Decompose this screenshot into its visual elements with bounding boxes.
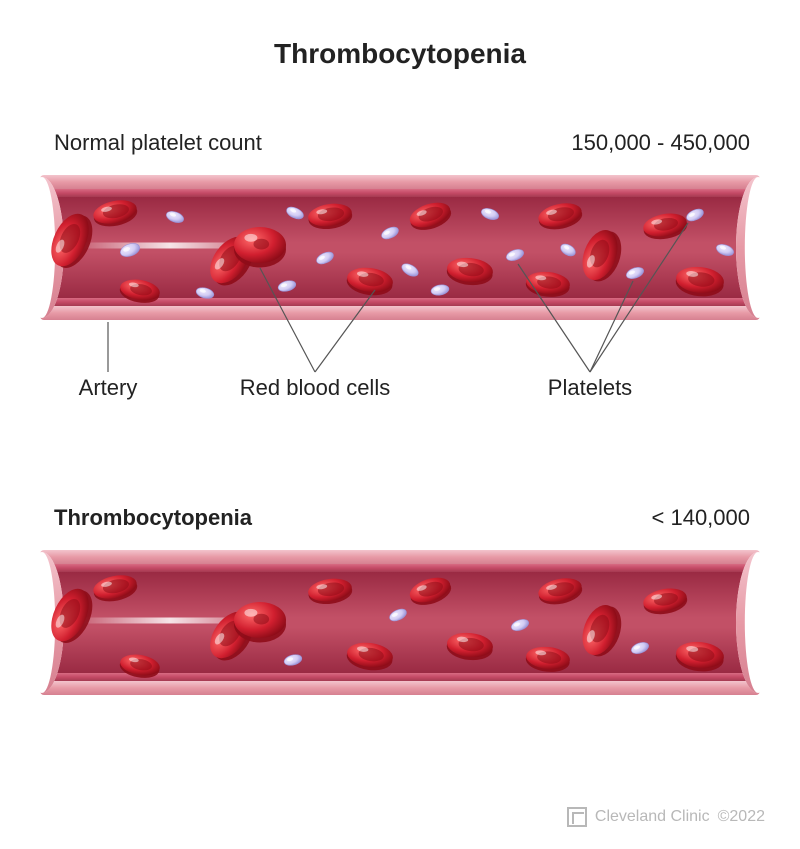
svg-text:150,000 - 450,000: 150,000 - 450,000 [571,130,750,155]
diagram-svg: Normal platelet count 150,000 - 450,000 Ar… [0,0,800,849]
footer-year: ©2022 [718,808,765,826]
svg-text:Red blood cells: Red blood cells [240,375,390,400]
svg-text:Thrombocytopenia: Thrombocytopenia [54,505,253,530]
footer: Cleveland Clinic ©2022 [567,807,765,827]
svg-text:Platelets: Platelets [548,375,632,400]
svg-text:Artery: Artery [79,375,138,400]
footer-brand: Cleveland Clinic [595,808,710,826]
svg-text:< 140,000: < 140,000 [652,505,750,530]
brand-icon [567,807,587,827]
svg-text:Normal platelet count: Normal platelet count [54,130,262,155]
